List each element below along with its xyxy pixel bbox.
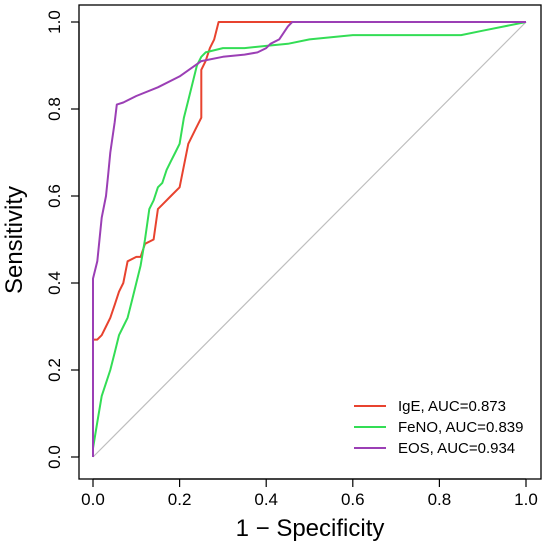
x-tick-label: 0.8 — [428, 490, 452, 509]
series-line-2 — [92, 21, 526, 457]
x-tick-label: 0.4 — [254, 490, 278, 509]
series-layer — [92, 21, 527, 457]
x-tick-label: 1.0 — [514, 490, 538, 509]
y-tick-label: 0.2 — [45, 358, 64, 382]
series-line-0 — [92, 21, 526, 457]
y-tick-label: 0.6 — [45, 184, 64, 208]
x-tick-label: 0.6 — [341, 490, 365, 509]
y-tick-label: 1.0 — [45, 10, 64, 34]
series-line-1 — [92, 21, 527, 457]
x-tick-label: 0.2 — [168, 490, 192, 509]
y-tick-label: 0.4 — [45, 271, 64, 295]
y-tick-label: 0.0 — [45, 445, 64, 469]
x-axis: 0.0 0.2 0.4 0.6 0.8 1.0 — [81, 478, 538, 509]
legend-label-0: IgE, AUC=0.873 — [398, 398, 506, 415]
legend: IgE, AUC=0.873 FeNO, AUC=0.839 EOS, AUC=0.… — [354, 398, 523, 457]
x-axis-title: 1 − Specificity — [236, 515, 385, 542]
reference-diagonal — [92, 21, 527, 458]
y-axis-title: Sensitivity — [1, 186, 28, 294]
y-tick-label: 0.8 — [45, 97, 64, 121]
reference-layer — [92, 21, 527, 458]
y-axis: 0.0 0.2 0.4 0.6 0.8 1.0 — [45, 10, 80, 469]
legend-label-2: EOS, AUC=0.934 — [398, 440, 515, 457]
x-tick-label: 0.0 — [81, 490, 105, 509]
legend-label-1: FeNO, AUC=0.839 — [398, 419, 523, 436]
